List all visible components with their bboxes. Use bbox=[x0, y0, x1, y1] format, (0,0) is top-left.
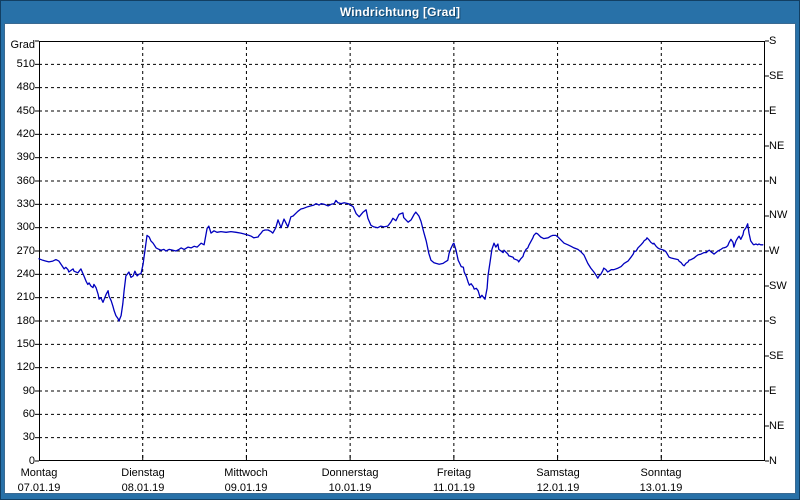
y-axis-unit-label: Grad bbox=[10, 39, 35, 51]
y-left-tick-label: 420 bbox=[16, 128, 35, 140]
y-right-compass-label: E bbox=[769, 105, 777, 117]
y-left-tick-label: 330 bbox=[16, 198, 35, 210]
y-left-tick-label: 510 bbox=[16, 58, 35, 70]
y-left-tick-label: 150 bbox=[16, 338, 35, 350]
y-right-compass-label: E bbox=[769, 385, 777, 397]
chart-title: Windrichtung [Grad] bbox=[339, 5, 461, 19]
x-axis-day-name-label: Mittwoch bbox=[224, 467, 268, 479]
y-right-compass-label: NE bbox=[769, 140, 785, 152]
y-left-tick-label: 60 bbox=[22, 408, 35, 420]
wind-direction-plot bbox=[35, 40, 769, 462]
x-axis-day-name-label: Samstag bbox=[536, 467, 580, 479]
y-left-tick-label: 210 bbox=[16, 291, 35, 303]
y-left-tick-label: 360 bbox=[16, 175, 35, 187]
y-left-tick-label: 0 bbox=[28, 455, 35, 467]
x-axis-day-name-label: Montag bbox=[20, 467, 58, 479]
wind-direction-series-line bbox=[38, 199, 764, 322]
plot-frame bbox=[39, 41, 765, 461]
y-right-compass-label: SW bbox=[769, 280, 787, 292]
x-axis-date-label: 12.01.19 bbox=[536, 482, 580, 494]
x-axis-date-label: 07.01.19 bbox=[17, 482, 61, 494]
y-right-compass-label: S bbox=[769, 315, 777, 327]
y-right-compass-label: NE bbox=[769, 420, 785, 432]
y-left-tick-label: 120 bbox=[16, 361, 35, 373]
x-axis-day-name-label: Sonntag bbox=[640, 467, 682, 479]
y-left-tick-label: 180 bbox=[16, 315, 35, 327]
y-right-compass-label: SE bbox=[769, 350, 784, 362]
plot-background bbox=[4, 23, 796, 494]
x-axis-day-name-label: Donnerstag bbox=[321, 467, 379, 479]
y-right-compass-label: W bbox=[769, 245, 780, 257]
y-left-tick-label: 240 bbox=[16, 268, 35, 280]
y-right-compass-label: N bbox=[769, 455, 777, 467]
chart-title-bar: Windrichtung [Grad] bbox=[1, 1, 799, 23]
y-right-compass-label: SE bbox=[769, 70, 784, 82]
y-left-tick-label: 30 bbox=[22, 431, 35, 443]
y-left-tick-label: 480 bbox=[16, 81, 35, 93]
x-axis-day-name-label: Freitag bbox=[436, 467, 472, 479]
y-right-compass-label: S bbox=[769, 35, 777, 47]
x-axis-day-name-label: Dienstag bbox=[121, 467, 165, 479]
x-axis-date-label: 13.01.19 bbox=[639, 482, 683, 494]
x-axis-date-label: 08.01.19 bbox=[121, 482, 165, 494]
x-axis-date-label: 11.01.19 bbox=[432, 482, 475, 494]
y-right-compass-label: NW bbox=[769, 209, 788, 221]
x-axis-date-label: 10.01.19 bbox=[328, 482, 372, 494]
y-left-tick-label: 450 bbox=[16, 105, 35, 117]
y-left-tick-label: 390 bbox=[16, 151, 35, 163]
y-left-tick-label: 90 bbox=[22, 385, 35, 397]
y-right-compass-label: N bbox=[769, 175, 777, 187]
y-left-tick-label: 300 bbox=[16, 221, 35, 233]
x-axis-date-label: 09.01.19 bbox=[224, 482, 268, 494]
y-left-tick-label: 270 bbox=[16, 245, 35, 257]
